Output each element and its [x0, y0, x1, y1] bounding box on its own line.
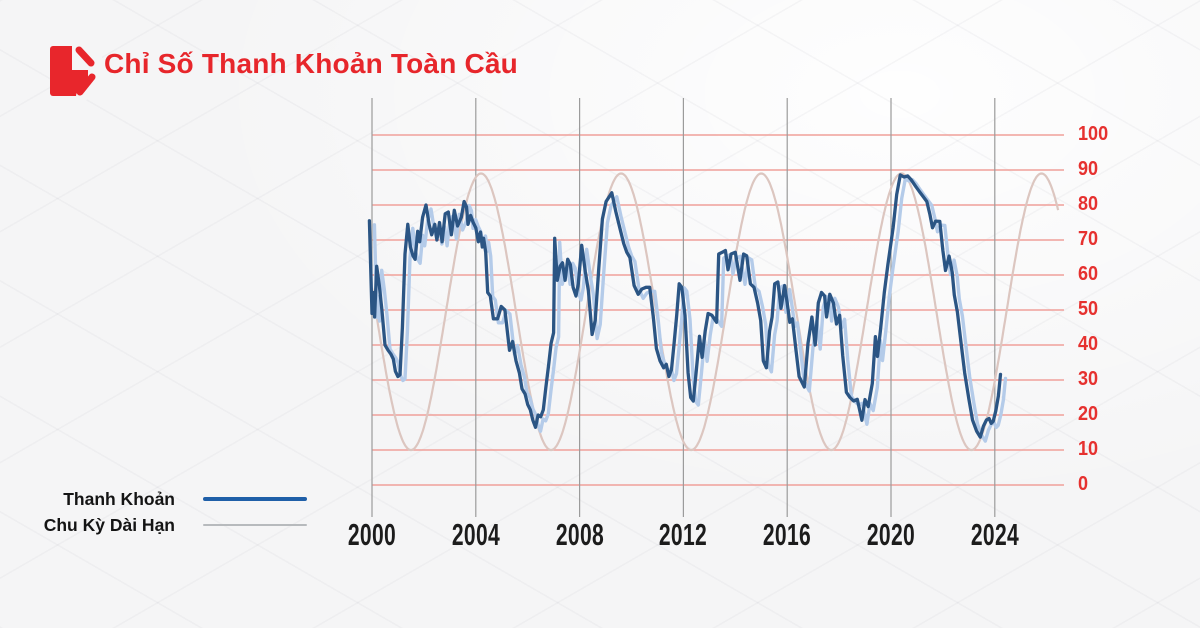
x-axis-label: 2016 [763, 517, 812, 552]
chart-legend: Thanh Khoản Chu Kỳ Dài Hạn [28, 486, 318, 538]
y-axis-label: 20 [1078, 401, 1099, 425]
y-axis-label: 60 [1078, 261, 1099, 285]
x-axis-label: 2008 [555, 517, 604, 552]
x-axis-label: 2024 [970, 517, 1019, 552]
legend-label: Thanh Khoản [63, 488, 175, 509]
y-axis-label: 40 [1078, 331, 1099, 355]
y-axis-label: 50 [1078, 296, 1099, 320]
legend-swatch-liquidity [203, 496, 307, 502]
legend-item-thanh-khoan: Thanh Khoản [28, 486, 318, 512]
y-axis-label: 10 [1078, 436, 1099, 460]
x-axis-label: 2004 [451, 517, 500, 552]
y-axis-label: 70 [1078, 226, 1099, 250]
x-axis-label: 2012 [659, 517, 708, 552]
logo-stroke-up-icon [76, 73, 96, 96]
cycle-line [370, 172, 1060, 452]
y-axis-label: 30 [1078, 366, 1099, 390]
page-title: Chỉ Số Thanh Khoản Toàn Cầu [104, 48, 518, 79]
x-axis-label: 2020 [866, 517, 916, 552]
y-axis-label: 90 [1078, 156, 1099, 180]
y-axis-label: 80 [1078, 191, 1099, 215]
logo-gap [76, 70, 104, 100]
legend-swatch-cycle [203, 524, 307, 526]
brand-logo [50, 44, 104, 100]
logo-stroke-down-icon [75, 46, 95, 67]
y-axis-label: 100 [1078, 121, 1109, 145]
legend-item-chu-ky-dai-han: Chu Kỳ Dài Hạn [28, 512, 318, 538]
legend-label: Chu Kỳ Dài Hạn [43, 514, 175, 535]
x-axis-label: 2000 [347, 517, 397, 552]
liquidity-line [367, 173, 1003, 439]
y-axis-label: 0 [1078, 471, 1089, 495]
